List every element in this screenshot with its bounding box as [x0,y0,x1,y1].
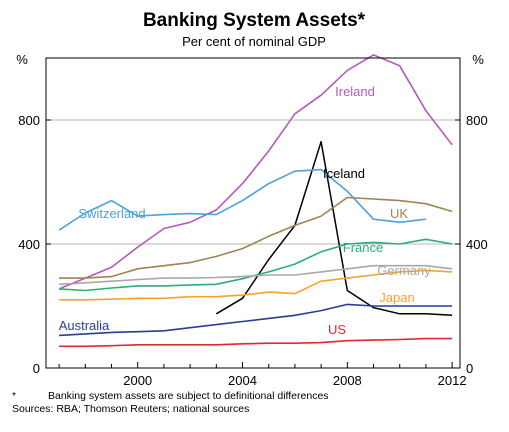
chart-title: Banking System Assets* [143,10,366,31]
x-tick-label: 2004 [228,373,257,388]
y-tick-label-right: 800 [466,113,488,128]
series-line-switzerland [58,168,426,231]
series-label-uk: UK [390,206,408,221]
footnote-sources: Sources: RBA; Thomson Reuters; national … [12,403,249,415]
series-labels: Ireland Iceland Switzerland UK France Germany… [59,84,432,337]
y-axis-unit-left: % [16,52,28,67]
series-line-iceland [215,140,453,317]
axis-ticks: 0 0 400 400 800 800 2000 2004 2008 2012 [18,113,487,388]
series-line-ireland [58,54,453,290]
series-line-australia [59,303,453,337]
y-tick-label-left: 0 [33,361,40,376]
series-label-australia: Australia [59,318,110,333]
y-tick-label-right: 400 [466,237,488,252]
series-label-france: France [343,240,383,255]
series-label-germany: Germany [377,263,431,278]
x-tick-label: 2012 [438,373,467,388]
series-label-us: US [328,322,346,337]
chart-subtitle: Per cent of nominal GDP [182,34,326,49]
series-label-japan: Japan [379,290,414,305]
footnote-asterisk: * [12,390,16,402]
series-line-germany [59,264,453,286]
y-tick-label-left: 800 [18,113,40,128]
y-axis-unit-right: % [472,52,484,67]
series-line-japan [59,269,453,301]
series-label-switzerland: Switzerland [78,206,145,221]
x-tick-label: 2008 [333,373,362,388]
x-tick-label: 2000 [123,373,152,388]
series-lines [58,54,453,348]
series-line-uk [59,196,453,279]
gridlines [46,119,460,245]
series-label-iceland: Iceland [323,166,365,181]
y-tick-label-right: 0 [466,361,473,376]
series-line-us [59,337,453,348]
plot-frame [45,57,461,369]
footnote-note: Banking system assets are subject to def… [48,390,329,402]
y-tick-label-left: 400 [18,237,40,252]
series-label-ireland: Ireland [335,84,375,99]
